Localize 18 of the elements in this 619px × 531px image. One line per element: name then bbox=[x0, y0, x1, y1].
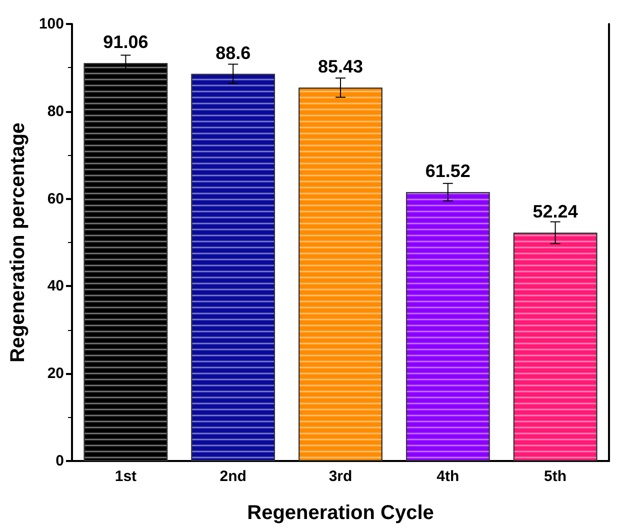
x-tick-label: 2nd bbox=[220, 468, 246, 485]
y-tick-label: 60 bbox=[47, 190, 64, 208]
y-tick-label: 40 bbox=[47, 278, 64, 295]
y-tick-label: 0 bbox=[56, 452, 64, 470]
y-axis-title: Regeneration percentage bbox=[7, 122, 29, 363]
x-tick-label: 5th bbox=[544, 468, 567, 485]
y-tick-label: 100 bbox=[38, 16, 64, 32]
y-tick-label: 20 bbox=[47, 365, 64, 382]
data-label: 91.06 bbox=[103, 32, 148, 52]
x-tick-label: 3rd bbox=[328, 468, 352, 485]
x-tick-label: 1st bbox=[114, 468, 137, 485]
data-label: 85.43 bbox=[318, 56, 364, 77]
data-label: 61.52 bbox=[425, 161, 470, 182]
x-tick-label: 4th bbox=[436, 468, 460, 485]
data-label: 88.6 bbox=[216, 42, 251, 63]
data-label: 52.24 bbox=[532, 202, 578, 222]
y-tick-label: 80 bbox=[47, 102, 64, 120]
x-axis-title: Regeneration Cycle bbox=[247, 502, 434, 524]
